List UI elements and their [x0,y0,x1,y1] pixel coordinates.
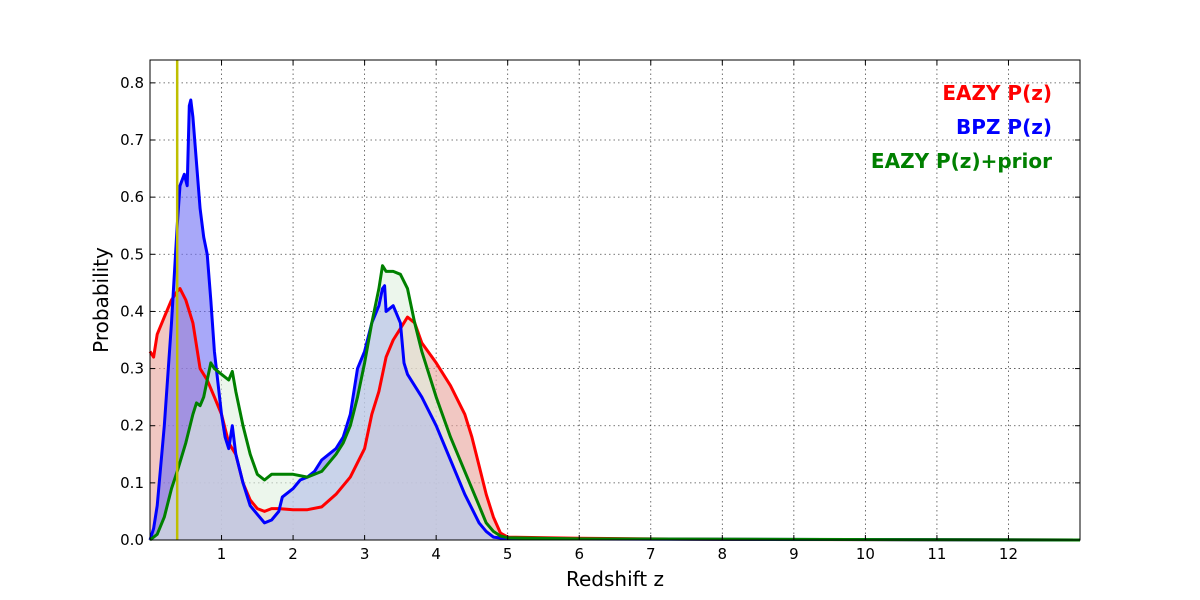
legend-entry-bpz-p-z: BPZ P(z) [956,115,1052,139]
legend-entry-eazy-p-z-prior: EAZY P(z)+prior [871,149,1052,173]
y-tick-label: 0.1 [120,474,144,492]
x-axis-label: Redshift z [566,567,664,591]
x-tick-label: 11 [927,545,946,563]
y-axis-label: Probability [89,247,113,353]
x-tick-label: 10 [856,545,875,563]
x-tick-label: 8 [718,545,728,563]
y-tick-label: 0.5 [120,245,144,263]
x-tick-label: 9 [789,545,799,563]
y-tick-label: 0.4 [120,302,144,320]
grid [150,60,1080,541]
x-tick-label: 6 [574,545,584,563]
series-lines [148,98,1081,542]
eazy-p-z-prior-area [150,265,1080,540]
y-tick-label: 0.8 [120,74,144,92]
bpz-p-z-line [148,98,1081,542]
y-tick-label: 0.2 [120,417,144,435]
x-tick-label: 5 [503,545,513,563]
x-tick-label: 2 [288,545,298,563]
x-tick-label: 7 [646,545,656,563]
x-tick-label: 3 [360,545,370,563]
axis-ticks: 1 2 3 4 5 6 7 8 9 10 11 120.00.10.20.30.40.50.60.70… [120,60,1080,563]
legend-entry-eazy-p-z: EAZY P(z) [942,81,1052,105]
eazy-p-z-prior-line [149,264,1081,542]
x-tick-label: 1 [217,545,227,563]
y-tick-label: 0.0 [120,531,144,549]
y-tick-label: 0.6 [120,188,144,206]
series-fills [150,100,1080,540]
x-tick-label: 12 [999,545,1018,563]
plot-background [150,60,1080,540]
y-tick-label: 0.3 [120,360,144,378]
eazy-p-z-line [148,287,1081,542]
y-tick-label: 0.7 [120,131,144,149]
legend: EAZY P(z) BPZ P(z) EAZY P(z)+prior [871,81,1052,173]
x-tick-label: 4 [431,545,441,563]
plot-frame [149,59,1081,541]
